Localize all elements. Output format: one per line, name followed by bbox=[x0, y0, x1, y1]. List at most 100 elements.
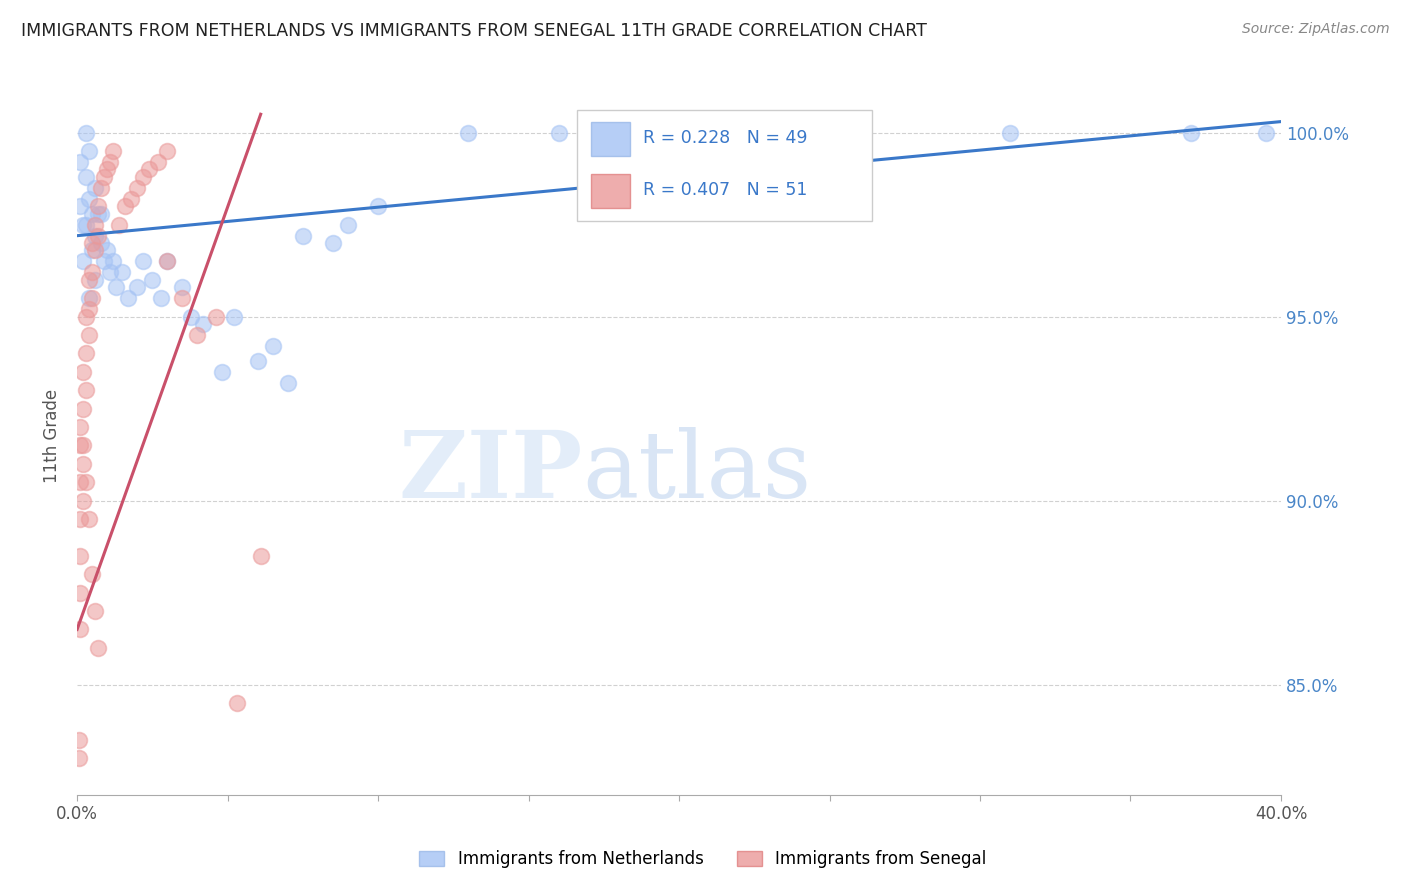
Point bbox=[141, 273, 163, 287]
Point bbox=[818, 126, 841, 140]
Point bbox=[69, 585, 91, 599]
Point bbox=[172, 291, 194, 305]
Point bbox=[82, 244, 104, 258]
FancyBboxPatch shape bbox=[576, 110, 872, 221]
Point bbox=[108, 218, 131, 232]
Point bbox=[75, 218, 97, 232]
Point bbox=[367, 199, 389, 213]
Point bbox=[180, 310, 202, 324]
Point bbox=[103, 144, 125, 158]
Point bbox=[77, 291, 100, 305]
Point bbox=[127, 280, 149, 294]
Point bbox=[84, 273, 107, 287]
Point bbox=[87, 640, 110, 655]
Point bbox=[132, 169, 155, 184]
Point bbox=[249, 549, 271, 563]
Point bbox=[211, 365, 233, 379]
Point bbox=[69, 549, 91, 563]
Point bbox=[90, 181, 112, 195]
Point bbox=[82, 291, 104, 305]
Point bbox=[75, 384, 97, 398]
Point bbox=[82, 265, 104, 279]
Point bbox=[72, 493, 94, 508]
Point bbox=[84, 181, 107, 195]
Point bbox=[72, 218, 94, 232]
Point bbox=[322, 235, 344, 250]
Point bbox=[77, 192, 100, 206]
Point bbox=[87, 228, 110, 243]
Point bbox=[1254, 126, 1277, 140]
Point bbox=[69, 199, 91, 213]
Point bbox=[291, 228, 314, 243]
Point bbox=[148, 155, 170, 169]
Point bbox=[77, 302, 100, 317]
Point bbox=[1180, 126, 1202, 140]
Point bbox=[69, 155, 91, 169]
Point bbox=[156, 254, 179, 268]
Point bbox=[72, 457, 94, 471]
Point bbox=[114, 199, 136, 213]
Point bbox=[84, 218, 107, 232]
Point bbox=[75, 475, 97, 490]
Point bbox=[98, 265, 121, 279]
Point bbox=[69, 420, 91, 434]
Point bbox=[547, 126, 569, 140]
Point bbox=[72, 438, 94, 452]
Point bbox=[277, 376, 299, 390]
Text: ZIP: ZIP bbox=[398, 427, 582, 517]
Point bbox=[72, 401, 94, 416]
Point bbox=[132, 254, 155, 268]
Point bbox=[98, 155, 121, 169]
Point bbox=[90, 235, 112, 250]
Text: atlas: atlas bbox=[582, 427, 813, 517]
Point bbox=[96, 244, 118, 258]
Text: IMMIGRANTS FROM NETHERLANDS VS IMMIGRANTS FROM SENEGAL 11TH GRADE CORRELATION CH: IMMIGRANTS FROM NETHERLANDS VS IMMIGRANT… bbox=[21, 22, 927, 40]
Point bbox=[75, 169, 97, 184]
Point bbox=[336, 218, 359, 232]
Point bbox=[72, 254, 94, 268]
Text: R = 0.407   N = 51: R = 0.407 N = 51 bbox=[643, 181, 807, 199]
Point bbox=[77, 144, 100, 158]
Point bbox=[96, 162, 118, 177]
Point bbox=[72, 365, 94, 379]
Point bbox=[69, 623, 91, 637]
Point bbox=[120, 192, 142, 206]
Legend: Immigrants from Netherlands, Immigrants from Senegal: Immigrants from Netherlands, Immigrants … bbox=[413, 844, 993, 875]
Point bbox=[77, 512, 100, 526]
Text: Source: ZipAtlas.com: Source: ZipAtlas.com bbox=[1241, 22, 1389, 37]
Point bbox=[193, 317, 215, 331]
Point bbox=[103, 254, 125, 268]
Point bbox=[69, 438, 91, 452]
Point bbox=[150, 291, 173, 305]
Point bbox=[87, 206, 110, 220]
Point bbox=[93, 254, 115, 268]
Point bbox=[998, 126, 1021, 140]
Point bbox=[156, 254, 179, 268]
Point bbox=[77, 273, 100, 287]
Point bbox=[204, 310, 226, 324]
FancyBboxPatch shape bbox=[591, 174, 630, 208]
Point bbox=[105, 280, 128, 294]
Point bbox=[82, 206, 104, 220]
Point bbox=[90, 206, 112, 220]
Point bbox=[117, 291, 139, 305]
Point bbox=[84, 244, 107, 258]
Point bbox=[222, 310, 245, 324]
Point bbox=[82, 235, 104, 250]
Point bbox=[69, 475, 91, 490]
Point bbox=[156, 144, 179, 158]
Point bbox=[75, 126, 97, 140]
Point bbox=[75, 346, 97, 360]
Point bbox=[138, 162, 160, 177]
Point bbox=[262, 339, 284, 353]
Point bbox=[77, 328, 100, 343]
Point bbox=[84, 604, 107, 618]
Point bbox=[67, 732, 90, 747]
Point bbox=[93, 169, 115, 184]
Point bbox=[111, 265, 134, 279]
Y-axis label: 11th Grade: 11th Grade bbox=[44, 389, 60, 483]
Point bbox=[668, 126, 690, 140]
Point bbox=[186, 328, 208, 343]
Point bbox=[67, 751, 90, 765]
Point bbox=[87, 199, 110, 213]
